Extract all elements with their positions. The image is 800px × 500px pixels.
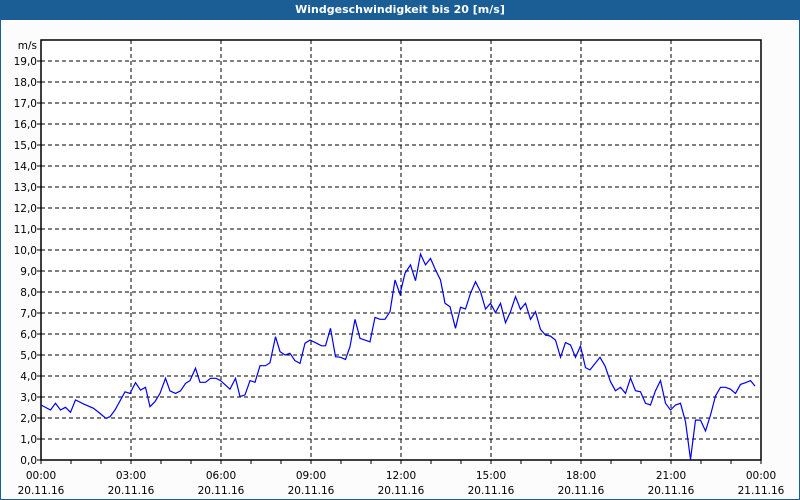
x-tick-date-label: 20.11.16 xyxy=(108,485,155,497)
y-tick-label: 8,0 xyxy=(20,287,37,299)
x-tick-date-label: 20.11.16 xyxy=(468,485,515,497)
x-tick-date-label: 20.11.16 xyxy=(288,485,335,497)
x-tick-time-label: 21:00 xyxy=(656,470,686,482)
y-tick-label: 13,0 xyxy=(14,182,37,194)
y-tick-label: 12,0 xyxy=(14,203,37,215)
x-tick-date-label: 20.11.16 xyxy=(558,485,605,497)
y-tick-label: 3,0 xyxy=(20,392,37,404)
y-tick-label: 11,0 xyxy=(14,224,37,236)
y-tick-label: 14,0 xyxy=(14,161,37,173)
plot-border xyxy=(40,39,762,461)
x-tick-time-label: 00:00 xyxy=(746,470,776,482)
y-tick-label: 19,0 xyxy=(14,56,37,68)
y-tick-label: 17,0 xyxy=(14,98,37,110)
y-tick-label: 16,0 xyxy=(14,119,37,131)
y-tick-label: 5,0 xyxy=(20,350,37,362)
wind-speed-line xyxy=(40,252,756,460)
window-title: Windgeschwindigkeit bis 20 [m/s] xyxy=(295,3,505,16)
y-tick-label: 2,0 xyxy=(20,413,37,425)
x-tick-date-label: 20.11.16 xyxy=(198,485,245,497)
y-tick-label: 10,0 xyxy=(14,245,37,257)
x-tick-date-label: 21.11.16 xyxy=(738,485,785,497)
y-tick-label: 1,0 xyxy=(20,434,37,446)
x-tick-date-label: 20.11.16 xyxy=(18,485,65,497)
x-tick-time-label: 00:00 xyxy=(26,470,56,482)
y-tick-label: 7,0 xyxy=(20,308,37,320)
y-axis-unit-label: m/s xyxy=(18,40,37,52)
x-tick-time-label: 03:00 xyxy=(116,470,146,482)
x-tick-time-label: 12:00 xyxy=(386,470,416,482)
y-tick-label: 4,0 xyxy=(20,371,37,383)
y-tick-label: 9,0 xyxy=(20,266,37,278)
y-tick-label: 18,0 xyxy=(14,77,37,89)
x-tick-time-label: 15:00 xyxy=(476,470,506,482)
x-tick-time-label: 18:00 xyxy=(566,470,596,482)
y-tick-label: 15,0 xyxy=(14,140,37,152)
x-tick-date-label: 20.11.16 xyxy=(648,485,695,497)
x-tick-time-label: 09:00 xyxy=(296,470,326,482)
y-tick-label: 0,0 xyxy=(20,455,37,467)
x-tick-time-label: 06:00 xyxy=(206,470,236,482)
window-title-bar: Windgeschwindigkeit bis 20 [m/s] xyxy=(0,0,800,20)
x-tick-date-label: 20.11.16 xyxy=(378,485,425,497)
y-tick-label: 6,0 xyxy=(20,329,37,341)
